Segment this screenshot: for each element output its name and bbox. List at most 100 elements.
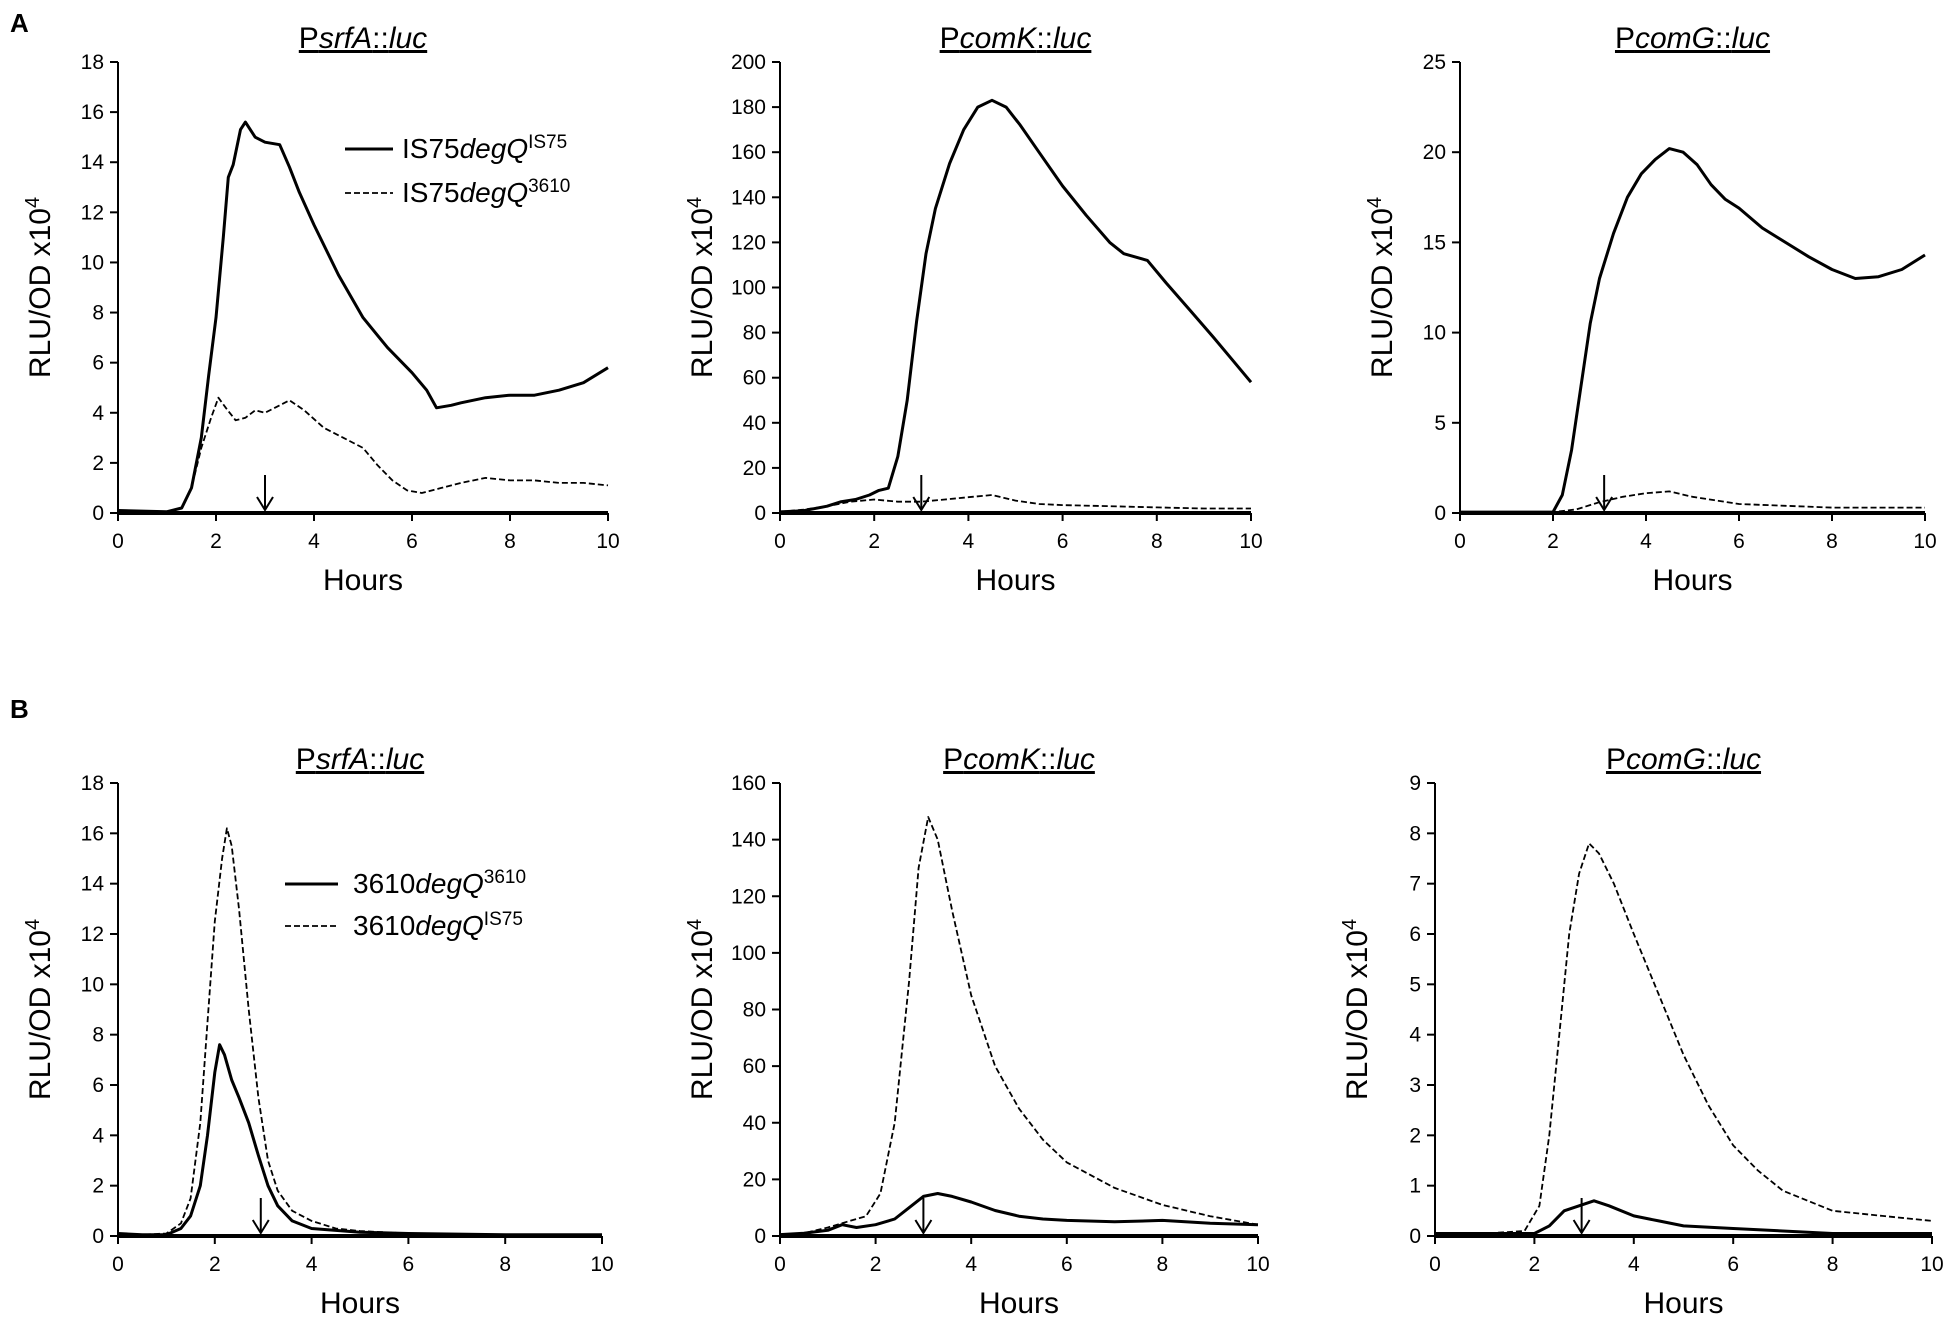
chart-title: PsrfA::luc [299, 22, 427, 55]
time-arrow-head [912, 496, 931, 512]
time-arrow-head [251, 1219, 270, 1235]
series-line-solid [1460, 147, 1926, 514]
title-part: :: [372, 22, 389, 55]
x-tick-label: 0 [112, 1253, 124, 1276]
title-part: :: [369, 743, 386, 776]
legend-superscript: 3610 [484, 867, 526, 888]
x-tick-label: 0 [774, 1253, 786, 1276]
y-tick-label: 60 [743, 1055, 766, 1078]
y-tick-label: 14 [81, 873, 105, 896]
series-line-dashed [117, 827, 602, 1236]
title-part: comG [1626, 743, 1706, 776]
title-part: :: [1715, 22, 1732, 55]
title-part: comK [960, 22, 1039, 55]
y-tick-label: 140 [731, 186, 766, 209]
y-tick-label: 7 [1409, 873, 1421, 896]
y-axis-label-exponent: 4 [1364, 197, 1386, 208]
y-tick-label: 200 [731, 51, 766, 74]
y-tick-label: 15 [1423, 231, 1446, 254]
y-tick-label: 6 [92, 352, 104, 375]
y-tick-label: 10 [1423, 322, 1446, 345]
x-tick-label: 2 [868, 530, 880, 553]
legend-superscript: 3610 [528, 176, 570, 197]
y-axis-label-exponent: 4 [22, 919, 44, 930]
x-tick-label: 4 [1640, 530, 1652, 553]
y-tick-label: 3 [1409, 1074, 1421, 1097]
y-tick-label: 0 [1409, 1225, 1421, 1248]
x-axis-label: Hours [1652, 564, 1732, 597]
y-tick-label: 5 [1409, 973, 1421, 996]
title-part: comG [1635, 22, 1715, 55]
x-tick-label: 4 [308, 530, 320, 553]
x-tick-label: 6 [1061, 1253, 1073, 1276]
y-axis-label: RLU/OD x104 [1339, 919, 1374, 1100]
y-tick-label: 2 [1409, 1124, 1421, 1147]
y-tick-label: 6 [1409, 923, 1421, 946]
y-tick-label: 40 [743, 1112, 766, 1135]
y-tick-label: 120 [731, 885, 766, 908]
x-tick-label: 4 [1628, 1253, 1640, 1276]
time-arrow-head [1572, 1219, 1591, 1235]
y-tick-label: 8 [92, 1024, 104, 1047]
y-tick-label: 40 [743, 412, 766, 435]
x-tick-label: 10 [1920, 1253, 1943, 1276]
x-tick-label: 4 [306, 1253, 318, 1276]
series-line-dashed [779, 816, 1259, 1236]
y-tick-label: 0 [92, 1225, 104, 1248]
x-tick-label: 10 [1239, 530, 1262, 553]
y-axis-label: RLU/OD x104 [684, 197, 719, 378]
x-tick-label: 2 [1547, 530, 1559, 553]
title-part: srfA [316, 743, 369, 776]
y-tick-label: 9 [1409, 772, 1421, 795]
x-tick-label: 6 [1057, 530, 1069, 553]
title-part: P [1615, 22, 1635, 55]
y-axis-label-main: RLU/OD x10 [686, 208, 719, 378]
y-tick-label: 160 [731, 141, 766, 164]
x-tick-label: 4 [963, 530, 975, 553]
y-tick-label: 180 [731, 96, 766, 119]
series-line-solid [117, 1043, 602, 1237]
y-tick-label: 80 [743, 322, 766, 345]
y-axis-label-main: RLU/OD x10 [24, 930, 57, 1100]
title-part: luc [389, 22, 427, 55]
series-line-solid [117, 120, 609, 514]
legend-superscript: IS75 [528, 132, 567, 153]
y-tick-label: 4 [92, 1124, 104, 1147]
y-axis-label: RLU/OD x104 [684, 919, 719, 1100]
chart-title: PcomK::luc [943, 743, 1095, 776]
x-tick-label: 8 [1151, 530, 1163, 553]
x-tick-label: 8 [504, 530, 516, 553]
y-tick-label: 18 [81, 51, 104, 74]
y-tick-label: 10 [81, 251, 104, 274]
y-axis-label-main: RLU/OD x10 [686, 930, 719, 1100]
title-part: luc [386, 743, 424, 776]
y-tick-label: 20 [1423, 141, 1446, 164]
series-line-dashed [1460, 490, 1925, 513]
x-tick-label: 8 [1157, 1253, 1169, 1276]
y-axis-label-main: RLU/OD x10 [24, 208, 57, 378]
title-part: P [1606, 743, 1626, 776]
series-line-solid [779, 1192, 1259, 1237]
y-tick-label: 0 [1434, 502, 1446, 525]
series-line-dashed [1435, 842, 1933, 1235]
y-tick-label: 18 [81, 772, 104, 795]
x-tick-label: 8 [499, 1253, 511, 1276]
y-tick-label: 10 [81, 973, 104, 996]
title-part: :: [1036, 22, 1053, 55]
chart-title: PcomG::luc [1606, 743, 1761, 776]
y-tick-label: 16 [81, 822, 104, 845]
y-tick-label: 120 [731, 231, 766, 254]
x-tick-label: 2 [209, 1253, 221, 1276]
time-arrow-head [256, 496, 274, 512]
y-tick-label: 25 [1423, 51, 1446, 74]
y-tick-label: 8 [1409, 822, 1421, 845]
x-axis-label: Hours [975, 564, 1055, 597]
title-part: luc [1723, 743, 1761, 776]
y-axis-label-exponent: 4 [1339, 919, 1361, 930]
time-arrow-head [914, 1219, 933, 1235]
x-tick-label: 0 [1429, 1253, 1441, 1276]
title-part: srfA [319, 22, 372, 55]
x-tick-label: 0 [112, 530, 124, 553]
